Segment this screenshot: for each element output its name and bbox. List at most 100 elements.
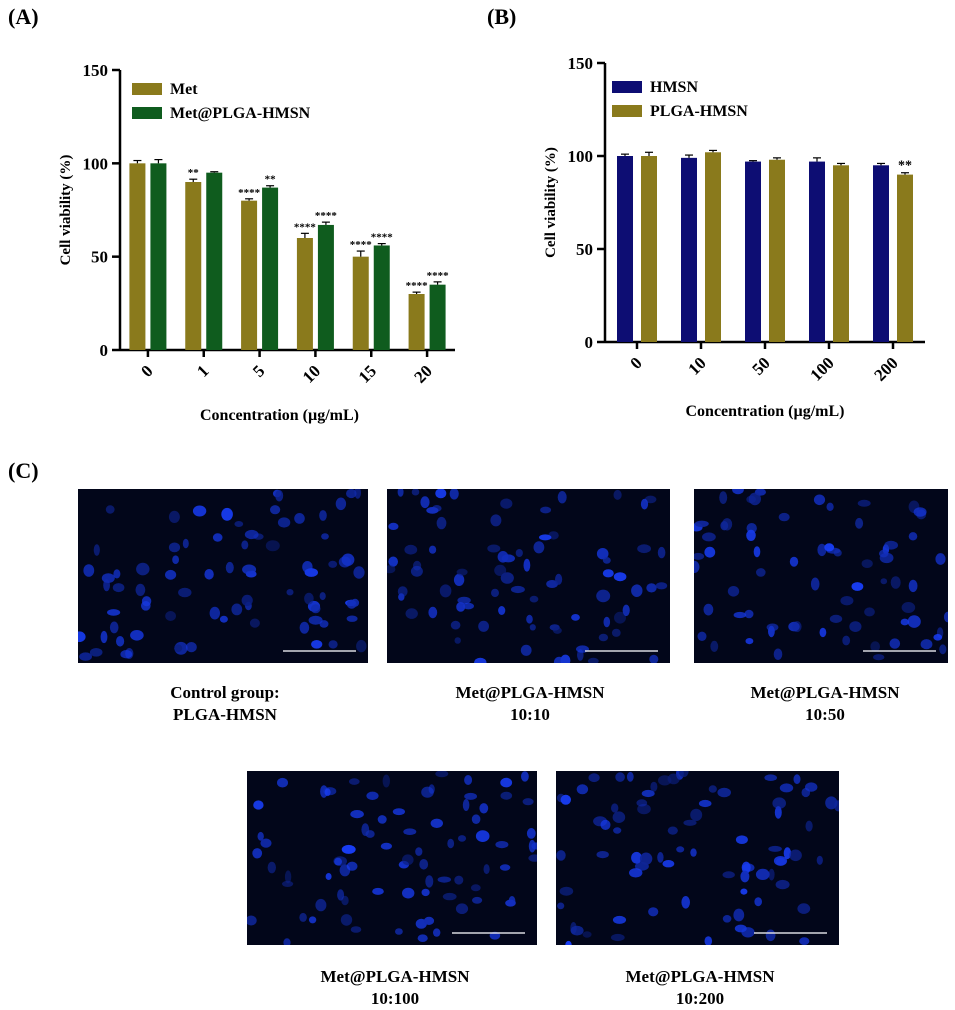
bar — [408, 294, 425, 350]
nucleus — [870, 641, 880, 652]
nucleus — [112, 583, 125, 593]
nucleus — [319, 510, 327, 521]
nucleus — [346, 599, 357, 609]
nucleus — [658, 775, 672, 786]
legend-label: HMSN — [650, 79, 698, 96]
caption-10-10: Met@PLGA-HMSN 10:10 — [420, 682, 640, 726]
bar — [833, 165, 849, 342]
nucleus — [221, 507, 233, 521]
nucleus — [697, 631, 707, 641]
nucleus — [204, 569, 214, 580]
nucleus — [719, 491, 728, 504]
nucleus — [410, 565, 423, 577]
nucleus — [779, 783, 794, 793]
nucleus — [602, 557, 611, 564]
panel-label-b: (B) — [487, 4, 517, 29]
nucleus — [655, 582, 668, 590]
x-tick-label: 200 — [870, 353, 901, 384]
nucleus — [346, 615, 358, 622]
nucleus — [629, 868, 643, 878]
nucleus — [439, 584, 452, 598]
nucleus — [602, 569, 614, 578]
legend-label: Met — [170, 81, 198, 98]
nucleus — [637, 803, 651, 815]
nucleus — [453, 573, 465, 586]
nucleus — [840, 596, 854, 606]
nucleus — [880, 578, 888, 585]
nucleus — [456, 602, 466, 612]
nucleus — [637, 544, 651, 554]
nucleus — [328, 560, 338, 568]
nucleus — [490, 514, 502, 527]
nucleus — [908, 579, 918, 593]
nucleus — [755, 868, 770, 880]
nucleus — [500, 498, 513, 509]
nucleus — [582, 931, 592, 938]
nucleus — [889, 638, 901, 649]
nucleus — [778, 512, 790, 522]
nucleus — [321, 533, 329, 540]
nucleus — [694, 520, 709, 527]
nucleus — [522, 798, 534, 806]
caption-line: 10:200 — [675, 989, 725, 1008]
nucleus — [178, 587, 192, 598]
nucleus — [257, 831, 264, 841]
nucleus — [570, 922, 577, 934]
nucleus — [225, 561, 234, 574]
y-tick-label: 100 — [568, 147, 594, 166]
nucleus — [857, 499, 871, 507]
nucleus — [402, 854, 414, 866]
nucleus — [571, 614, 580, 621]
nucleus — [286, 589, 294, 596]
nucleus — [704, 936, 713, 945]
nucleus — [733, 908, 745, 922]
nucleus — [873, 654, 885, 661]
nucleus — [717, 787, 731, 798]
nucleus — [683, 819, 697, 826]
caption-line: PLGA-HMSN — [173, 705, 277, 724]
nucleus — [397, 489, 404, 497]
nucleus — [354, 489, 361, 499]
nucleus — [319, 592, 326, 601]
nucleus — [765, 929, 776, 942]
nucleus — [471, 814, 481, 824]
nucleus — [520, 644, 532, 656]
nucleus — [557, 491, 567, 504]
significance-label: **** — [350, 239, 373, 251]
nucleus — [662, 860, 675, 868]
nucleus — [690, 808, 703, 822]
caption-10-200: Met@PLGA-HMSN 10:200 — [590, 966, 810, 1010]
nucleus — [338, 556, 351, 568]
nucleus — [388, 522, 399, 530]
nucleus — [555, 573, 563, 585]
nucleus — [270, 505, 281, 515]
nucleus — [939, 644, 947, 655]
nucleus — [756, 568, 766, 577]
nucleus — [678, 771, 689, 778]
nucleus — [377, 815, 387, 824]
nucleus — [350, 810, 364, 819]
significance-label: ** — [188, 167, 200, 179]
micrograph-image — [556, 771, 839, 945]
nucleus — [694, 560, 700, 573]
nucleus — [694, 552, 705, 560]
nucleus — [425, 875, 434, 888]
micrograph-10-10 — [387, 489, 670, 663]
nucleus — [943, 611, 948, 623]
nucleus — [741, 861, 751, 874]
nucleus — [356, 639, 367, 653]
nucleus — [83, 564, 95, 577]
nucleus — [219, 615, 228, 623]
nucleus — [113, 569, 121, 579]
legend-label: Met@PLGA-HMSN — [170, 105, 311, 122]
nucleus — [483, 864, 490, 875]
nucleus — [93, 544, 100, 556]
nucleus — [475, 830, 490, 842]
nucleus — [324, 788, 331, 797]
nucleus — [913, 507, 927, 517]
chart-b-svg: 0 50 100 150 0 10 50 100 200 ** Cell viability (%)… — [543, 54, 925, 420]
caption-10-100: Met@PLGA-HMSN 10:100 — [285, 966, 505, 1010]
nucleus — [819, 627, 827, 638]
caption-10-50: Met@PLGA-HMSN 10:50 — [715, 682, 935, 726]
nucleus — [907, 615, 921, 628]
